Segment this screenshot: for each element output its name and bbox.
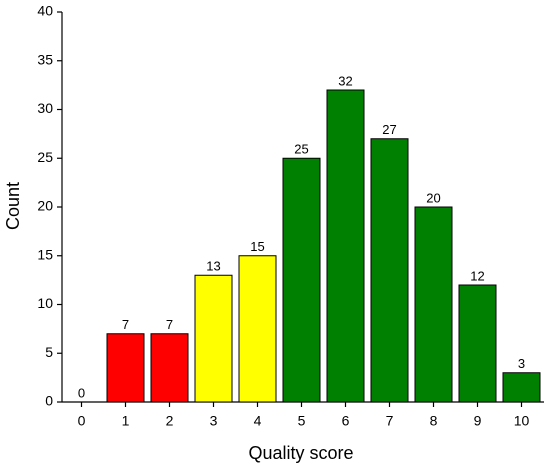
y-tick-label: 10 (37, 295, 53, 311)
y-tick-label: 40 (37, 3, 53, 19)
x-tick-label: 7 (386, 413, 394, 429)
data-label: 32 (338, 73, 352, 88)
bar (150, 333, 189, 403)
x-axis-label: Quality score (248, 443, 353, 463)
x-tick-label: 9 (474, 413, 482, 429)
bar (414, 206, 453, 403)
x-tick-label: 6 (342, 413, 350, 429)
y-tick-label: 25 (37, 149, 53, 165)
y-tick-label: 35 (37, 51, 53, 67)
x-tick-label: 3 (210, 413, 218, 429)
bar (194, 274, 233, 403)
x-tick-label: 10 (514, 413, 530, 429)
bar (106, 333, 145, 403)
data-label: 12 (470, 268, 484, 283)
data-label: 20 (426, 190, 440, 205)
data-label: 0 (78, 385, 85, 400)
y-tick-label: 0 (45, 393, 53, 409)
x-tick-label: 8 (430, 413, 438, 429)
y-axis-label: Count (3, 182, 23, 230)
x-tick-label: 5 (298, 413, 306, 429)
bar (502, 372, 541, 403)
bar (238, 255, 277, 403)
bar (326, 89, 365, 403)
data-label: 3 (518, 356, 525, 371)
bar (282, 157, 321, 403)
x-tick-label: 4 (254, 413, 262, 429)
data-label: 7 (166, 317, 173, 332)
data-label: 15 (250, 239, 264, 254)
bar (370, 138, 409, 403)
bar (458, 284, 497, 403)
x-tick-label: 0 (78, 413, 86, 429)
y-tick-label: 5 (45, 344, 53, 360)
data-label: 27 (382, 122, 396, 137)
data-label: 13 (206, 259, 220, 274)
x-tick-label: 2 (166, 413, 174, 429)
y-tick-label: 15 (37, 246, 53, 262)
x-tick-label: 1 (122, 413, 130, 429)
y-tick-label: 20 (37, 198, 53, 214)
y-tick-label: 30 (37, 100, 53, 116)
data-label: 25 (294, 142, 308, 157)
data-label: 7 (122, 317, 129, 332)
